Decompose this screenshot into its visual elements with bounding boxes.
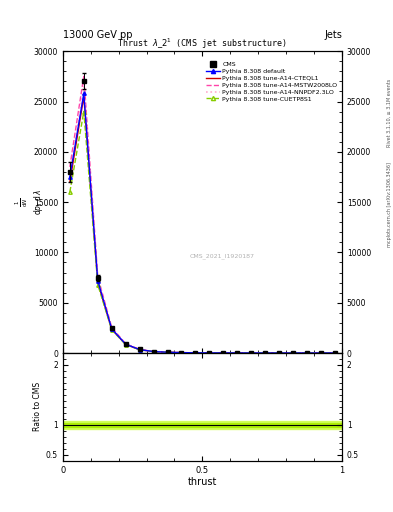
Text: 13000 GeV pp: 13000 GeV pp bbox=[63, 30, 132, 40]
Text: mcplots.cern.ch [arXiv:1306.3436]: mcplots.cern.ch [arXiv:1306.3436] bbox=[387, 162, 391, 247]
Bar bbox=[63, 423, 342, 426]
X-axis label: thrust: thrust bbox=[188, 477, 217, 487]
Y-axis label: Ratio to CMS: Ratio to CMS bbox=[33, 382, 42, 432]
Bar bbox=[63, 421, 342, 429]
Title: Thrust $\lambda\_2^1$ (CMS jet substructure): Thrust $\lambda\_2^1$ (CMS jet substruct… bbox=[118, 37, 287, 51]
Legend: CMS, Pythia 8.308 default, Pythia 8.308 tune-A14-CTEQL1, Pythia 8.308 tune-A14-M: CMS, Pythia 8.308 default, Pythia 8.308 … bbox=[205, 60, 339, 103]
Text: Jets: Jets bbox=[324, 30, 342, 40]
Text: Rivet 3.1.10, ≥ 3.1M events: Rivet 3.1.10, ≥ 3.1M events bbox=[387, 78, 391, 147]
Y-axis label: $\frac{1}{\mathrm{d}N}$
$\mathrm{d}p_T\,\mathrm{d}\,\lambda$: $\frac{1}{\mathrm{d}N}$ $\mathrm{d}p_T\,… bbox=[14, 189, 45, 215]
Text: CMS_2021_I1920187: CMS_2021_I1920187 bbox=[189, 253, 254, 259]
